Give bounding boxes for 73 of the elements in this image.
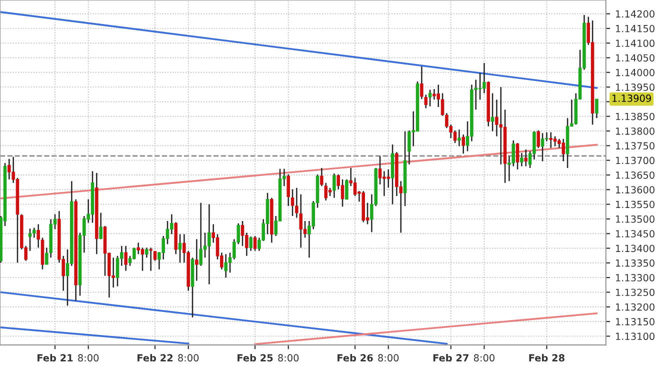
x-tick-label: 8:00 xyxy=(178,354,199,362)
candlestick xyxy=(436,84,440,108)
candlestick xyxy=(253,235,257,252)
x-tick-label: Feb 21 xyxy=(38,354,73,362)
candlestick xyxy=(499,86,503,166)
candlestick xyxy=(290,188,294,217)
candlestick xyxy=(386,168,390,188)
candlestick xyxy=(462,134,466,154)
candlestick xyxy=(524,148,528,167)
y-tick-label: 1.13700 xyxy=(616,156,654,164)
candlestick xyxy=(540,132,544,162)
y-tick-label: 1.13450 xyxy=(616,230,654,238)
candlestick xyxy=(562,138,566,162)
candlestick xyxy=(458,128,461,147)
candlestick xyxy=(482,62,486,94)
candlestick xyxy=(170,214,174,235)
candlestick xyxy=(224,253,228,278)
candlestick xyxy=(28,228,32,252)
x-tick-label: Feb 28 xyxy=(529,354,564,362)
y-tick-label: 1.13400 xyxy=(616,244,654,252)
candlestick xyxy=(249,236,252,252)
candlestick xyxy=(553,136,557,147)
candlestick xyxy=(595,98,598,119)
candlestick xyxy=(240,220,244,247)
candlestick xyxy=(440,92,444,116)
y-tick-label: 1.14150 xyxy=(616,24,654,32)
y-tick-label: 1.14000 xyxy=(616,68,654,76)
y-tick-label: 1.13500 xyxy=(616,215,654,223)
y-tick-label: 1.13150 xyxy=(616,318,654,326)
candlestick xyxy=(208,204,211,285)
candlestick xyxy=(124,245,128,272)
candlestick xyxy=(36,224,40,248)
y-tick-label: 1.13950 xyxy=(616,84,654,91)
candlestick xyxy=(99,212,102,240)
x-tick-label: Feb 27 xyxy=(433,354,468,362)
candlestick xyxy=(340,178,344,208)
candlestick xyxy=(116,255,120,287)
candlestick xyxy=(382,170,386,197)
y-tick-label: 1.13850 xyxy=(616,112,654,120)
y-tick-label: 1.14200 xyxy=(616,10,654,18)
candlestick xyxy=(549,132,553,149)
candlestick xyxy=(149,247,152,272)
candlestick xyxy=(332,172,336,198)
candlestick xyxy=(432,88,436,100)
y-tick-label: 1.13650 xyxy=(616,171,654,179)
x-tick-label: 8:00 xyxy=(474,354,494,362)
candlestick xyxy=(520,152,524,167)
y-tick-label: 1.14100 xyxy=(616,40,654,47)
candlestick xyxy=(195,238,198,282)
y-tick-label: 1.13100 xyxy=(616,332,654,340)
y-tick-label: 1.13300 xyxy=(616,274,654,282)
y-tick-label: 1.13550 xyxy=(616,200,654,208)
candlestick xyxy=(178,234,182,264)
x-tick-label: 8:00 xyxy=(378,354,399,362)
candlestick xyxy=(428,89,432,108)
x-tick-label: Feb 26 xyxy=(338,354,373,362)
y-tick-label: 1.14050 xyxy=(616,54,654,62)
x-tick-label: Feb 25 xyxy=(238,354,273,362)
candlestick xyxy=(516,142,520,170)
candlestick xyxy=(378,156,382,185)
x-tick-label: Feb 22 xyxy=(138,354,173,362)
y-tick-label: 1.13350 xyxy=(616,259,654,267)
y-tick-label: 1.13800 xyxy=(616,127,654,135)
y-tick-label: 1.13750 xyxy=(616,142,654,150)
x-tick-label: 8:00 xyxy=(278,354,299,362)
y-tick-label: 1.13200 xyxy=(616,303,654,311)
y-tick-label: 1.13600 xyxy=(616,186,654,194)
candlestick xyxy=(140,247,144,272)
y-tick-label: 1.13250 xyxy=(616,288,654,296)
text: 1.13909 xyxy=(612,94,651,102)
x-tick-label: 8:00 xyxy=(78,354,99,362)
candlestick xyxy=(353,177,357,197)
candlestick xyxy=(8,158,11,180)
